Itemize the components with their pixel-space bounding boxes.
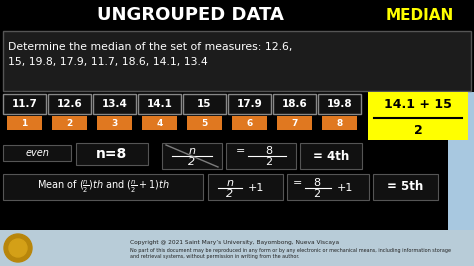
Text: 3: 3 — [111, 118, 118, 127]
Text: 12.6: 12.6 — [56, 99, 82, 109]
FancyBboxPatch shape — [48, 94, 91, 114]
Text: Mean of $(\frac{n}{2})th$ and $(\frac{n}{2}+1)th$: Mean of $(\frac{n}{2})th$ and $(\frac{n}… — [36, 178, 169, 196]
Circle shape — [9, 239, 27, 257]
Text: 18.6: 18.6 — [282, 99, 307, 109]
Text: +1: +1 — [337, 183, 353, 193]
FancyBboxPatch shape — [76, 143, 148, 165]
FancyBboxPatch shape — [138, 94, 181, 114]
Text: 14.1: 14.1 — [146, 99, 173, 109]
Text: = 4th: = 4th — [313, 149, 349, 163]
Text: =: = — [236, 146, 246, 156]
FancyBboxPatch shape — [3, 145, 71, 161]
FancyBboxPatch shape — [448, 92, 474, 232]
Text: Copyright @ 2021 Saint Mary’s University, Bayombong, Nueva Viscaya: Copyright @ 2021 Saint Mary’s University… — [130, 240, 339, 245]
FancyBboxPatch shape — [232, 116, 267, 130]
Text: n: n — [189, 146, 195, 156]
FancyBboxPatch shape — [208, 174, 283, 200]
Text: MEDIAN: MEDIAN — [386, 7, 454, 23]
FancyBboxPatch shape — [97, 116, 132, 130]
Text: 19.8: 19.8 — [327, 99, 352, 109]
Text: 5: 5 — [201, 118, 208, 127]
FancyBboxPatch shape — [368, 92, 468, 140]
FancyBboxPatch shape — [373, 174, 438, 200]
FancyBboxPatch shape — [228, 94, 271, 114]
FancyBboxPatch shape — [3, 94, 46, 114]
Text: 1: 1 — [21, 118, 27, 127]
Text: n=8: n=8 — [96, 147, 128, 161]
FancyBboxPatch shape — [300, 143, 362, 169]
FancyBboxPatch shape — [273, 94, 316, 114]
FancyBboxPatch shape — [142, 116, 177, 130]
FancyBboxPatch shape — [277, 116, 312, 130]
Text: 2: 2 — [313, 189, 320, 199]
Text: 2: 2 — [265, 157, 273, 167]
Text: =: = — [293, 178, 302, 188]
Text: 15: 15 — [197, 99, 212, 109]
Circle shape — [4, 234, 32, 262]
FancyBboxPatch shape — [0, 0, 474, 30]
Text: = 5th: = 5th — [387, 181, 424, 193]
FancyBboxPatch shape — [7, 116, 42, 130]
Text: 2: 2 — [189, 157, 196, 167]
Text: 8: 8 — [265, 146, 273, 156]
Text: 14.1 + 15: 14.1 + 15 — [384, 98, 452, 111]
FancyBboxPatch shape — [183, 94, 226, 114]
Text: and retrieval systems, without permission in writing from the author.: and retrieval systems, without permissio… — [130, 254, 300, 259]
Text: Determine the median of the set of measures: 12.6,: Determine the median of the set of measu… — [8, 42, 292, 52]
FancyBboxPatch shape — [322, 116, 357, 130]
FancyBboxPatch shape — [93, 94, 136, 114]
FancyBboxPatch shape — [318, 94, 361, 114]
FancyBboxPatch shape — [287, 174, 369, 200]
FancyBboxPatch shape — [3, 174, 203, 200]
Text: n: n — [227, 178, 234, 188]
FancyBboxPatch shape — [226, 143, 296, 169]
Text: 17.9: 17.9 — [237, 99, 263, 109]
Text: 8: 8 — [337, 118, 343, 127]
Text: 13.4: 13.4 — [101, 99, 128, 109]
Text: 4: 4 — [156, 118, 163, 127]
Text: 2: 2 — [66, 118, 73, 127]
FancyBboxPatch shape — [187, 116, 222, 130]
FancyBboxPatch shape — [3, 31, 471, 91]
FancyBboxPatch shape — [162, 143, 222, 169]
Text: 11.7: 11.7 — [11, 99, 37, 109]
Text: 2: 2 — [227, 189, 234, 199]
Text: 8: 8 — [313, 178, 320, 188]
Text: 7: 7 — [292, 118, 298, 127]
Text: 6: 6 — [246, 118, 253, 127]
Text: even: even — [25, 148, 49, 158]
Text: 2: 2 — [414, 123, 422, 136]
Text: No part of this document may be reproduced in any form or by any electronic or m: No part of this document may be reproduc… — [130, 248, 451, 253]
Text: +1: +1 — [248, 183, 264, 193]
FancyBboxPatch shape — [0, 230, 474, 266]
Text: 15, 19.8, 17.9, 11.7, 18.6, 14.1, 13.4: 15, 19.8, 17.9, 11.7, 18.6, 14.1, 13.4 — [8, 57, 208, 67]
Text: UNGROUPED DATA: UNGROUPED DATA — [97, 6, 283, 24]
FancyBboxPatch shape — [52, 116, 87, 130]
